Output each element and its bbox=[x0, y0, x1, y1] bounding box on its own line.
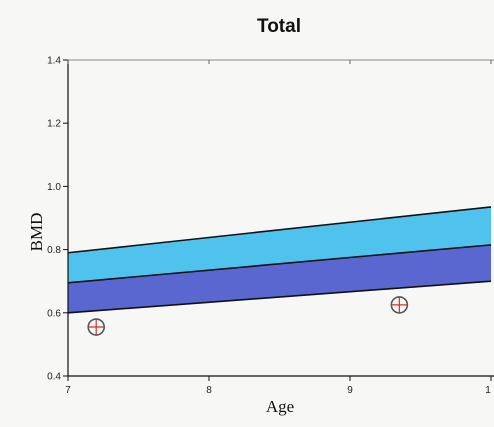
y-tick-label: 0.6 bbox=[47, 308, 61, 319]
upper-line bbox=[67, 206, 492, 254]
lower-band bbox=[68, 244, 491, 313]
y-tick-label: 0.4 bbox=[47, 372, 61, 383]
y-tick-label: 1.0 bbox=[47, 182, 61, 193]
middle-line bbox=[67, 244, 492, 284]
x-tick-label: 9 bbox=[347, 385, 353, 396]
y-tick-label: 0.8 bbox=[47, 245, 61, 256]
x-ticks: 7 8 9 1 bbox=[65, 60, 492, 396]
axes bbox=[67, 59, 494, 377]
y-axis-label: BMD bbox=[27, 213, 46, 252]
x-tick-label: 1 bbox=[485, 385, 491, 396]
data-point bbox=[87, 318, 105, 336]
data-point bbox=[390, 296, 409, 314]
y-tick-label: 1.4 bbox=[47, 56, 61, 67]
data-points bbox=[87, 296, 409, 336]
x-tick-label: 7 bbox=[65, 385, 71, 396]
x-tick-label: 8 bbox=[206, 385, 212, 396]
y-tick-label: 1.2 bbox=[47, 119, 61, 130]
upper-band bbox=[68, 206, 491, 283]
y-ticks: 0.4 0.6 0.8 1.0 1.2 1.4 bbox=[47, 56, 68, 383]
plot-area bbox=[67, 206, 492, 314]
chart-title: Total bbox=[257, 16, 301, 37]
x-axis-label: Age bbox=[266, 397, 294, 416]
lower-line bbox=[67, 280, 492, 314]
